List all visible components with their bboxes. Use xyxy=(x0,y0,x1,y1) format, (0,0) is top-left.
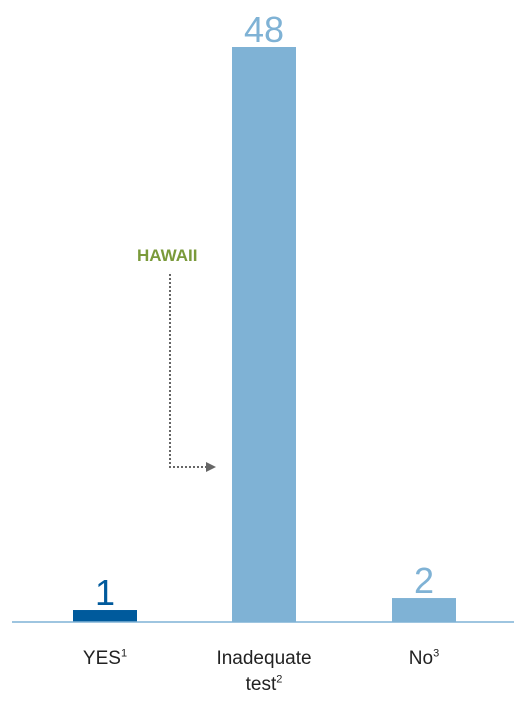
footnote-marker: 3 xyxy=(433,647,440,660)
category-text: Inadequate xyxy=(216,648,312,669)
category-label-line: YES1 xyxy=(35,646,175,672)
category-label-2: Inadequate test2 xyxy=(194,646,334,698)
category-text: YES xyxy=(82,648,121,669)
category-text: test xyxy=(245,674,277,695)
value-label-1: 1 xyxy=(95,572,115,613)
hawaii-arrow xyxy=(169,274,216,472)
category-text: No xyxy=(408,648,434,669)
category-label-1: YES1 xyxy=(35,646,175,672)
category-label-line: No3 xyxy=(354,646,494,672)
footnote-marker: 1 xyxy=(120,647,128,660)
category-label-line: test2 xyxy=(194,672,334,698)
bar-1 xyxy=(73,610,137,622)
bar-2 xyxy=(232,47,296,622)
bar-3 xyxy=(392,598,456,622)
footnote-marker: 2 xyxy=(276,673,283,686)
category-label-line: Inadequate xyxy=(194,646,334,672)
value-label-2: 48 xyxy=(244,9,284,50)
hawaii-annotation: HAWAII xyxy=(137,246,198,265)
category-label-3: No3 xyxy=(354,646,494,672)
value-label-3: 2 xyxy=(414,560,434,601)
